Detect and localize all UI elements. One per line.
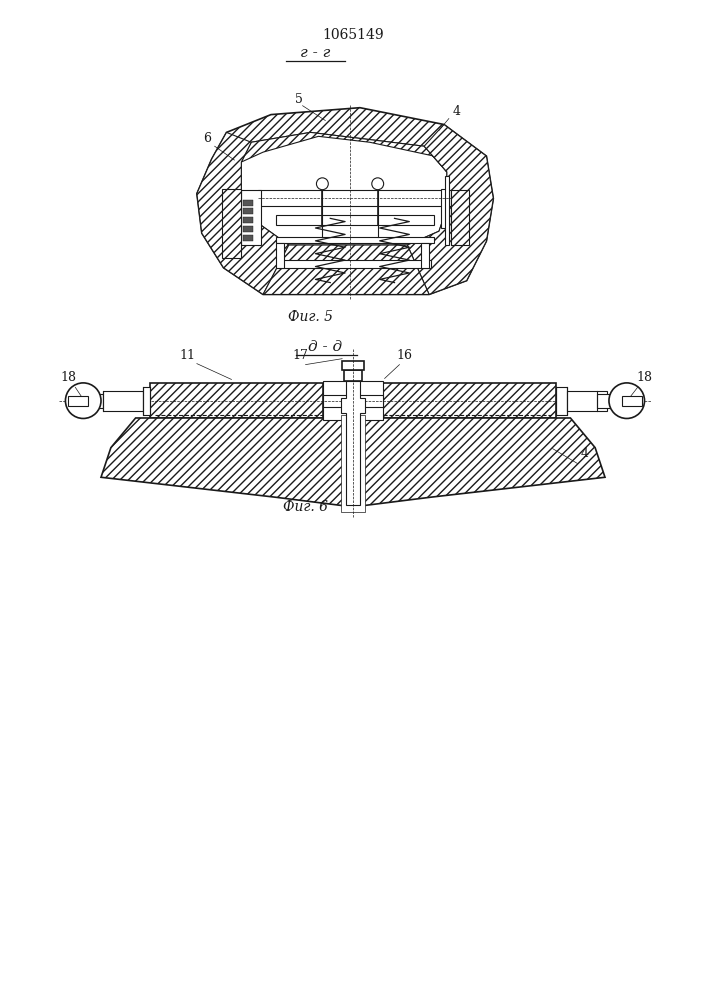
Bar: [568, 391, 607, 411]
Text: Фиг. 6: Фиг. 6: [283, 500, 328, 514]
Bar: [143, 387, 151, 415]
Bar: [621, 396, 641, 406]
Text: 16: 16: [397, 349, 412, 362]
Text: д - д: д - д: [308, 340, 342, 354]
Bar: [221, 189, 241, 258]
Bar: [441, 189, 449, 228]
Polygon shape: [263, 245, 429, 294]
Text: 5: 5: [295, 93, 303, 106]
Bar: [243, 208, 253, 214]
Bar: [258, 190, 451, 206]
Bar: [276, 243, 284, 268]
Bar: [276, 237, 434, 243]
Bar: [597, 394, 626, 408]
Circle shape: [609, 383, 645, 418]
Polygon shape: [382, 383, 556, 418]
Text: 4: 4: [580, 447, 588, 460]
Text: г - г: г - г: [300, 46, 331, 60]
Polygon shape: [197, 132, 288, 294]
Bar: [243, 217, 253, 223]
Polygon shape: [407, 124, 493, 294]
Bar: [421, 243, 429, 268]
Bar: [279, 260, 431, 268]
Text: 1065149: 1065149: [322, 28, 384, 42]
Bar: [323, 395, 382, 407]
Text: 6: 6: [203, 132, 211, 145]
Bar: [556, 387, 568, 415]
Circle shape: [372, 178, 384, 190]
Text: 18: 18: [60, 371, 76, 384]
Bar: [342, 361, 364, 370]
Text: Фиг. 5: Фиг. 5: [288, 310, 333, 324]
Bar: [344, 370, 362, 381]
Bar: [323, 381, 382, 420]
Polygon shape: [197, 108, 493, 294]
Polygon shape: [101, 418, 605, 507]
Polygon shape: [151, 383, 323, 418]
Bar: [445, 176, 449, 245]
Polygon shape: [241, 132, 447, 172]
Bar: [103, 391, 143, 411]
Circle shape: [66, 383, 101, 418]
Text: 18: 18: [636, 371, 653, 384]
Circle shape: [317, 178, 328, 190]
Bar: [241, 190, 261, 245]
Bar: [341, 415, 365, 512]
Bar: [243, 200, 253, 206]
Bar: [243, 235, 253, 241]
Bar: [243, 226, 253, 232]
Bar: [276, 215, 434, 225]
Bar: [74, 394, 103, 408]
Bar: [69, 396, 88, 406]
Text: 11: 11: [179, 349, 195, 362]
Bar: [451, 190, 469, 245]
Polygon shape: [241, 132, 447, 245]
Text: 17: 17: [293, 349, 308, 362]
Text: 4: 4: [452, 105, 461, 118]
Polygon shape: [341, 381, 365, 505]
